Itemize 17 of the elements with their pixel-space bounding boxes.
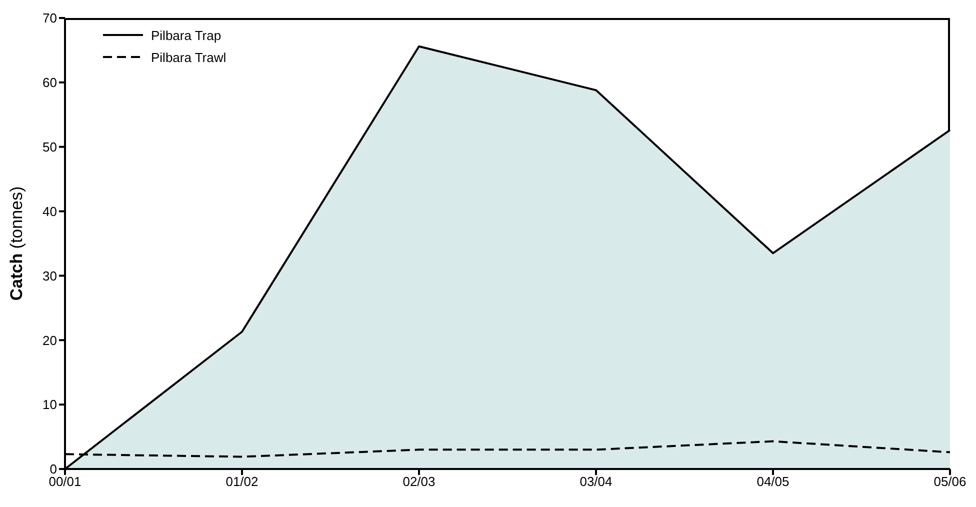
y-tick-label: 40 [42,204,57,219]
y-tick-label: 20 [42,332,57,348]
legend-label: Pilbara Trawl [151,50,226,64]
y-tick-label: 70 [42,10,57,26]
y-tick-label: 10 [42,397,57,412]
legend-label: Pilbara Trap [151,28,222,42]
x-tick-label: 03/04 [580,474,612,490]
x-tick-label: 02/03 [402,474,436,490]
x-tick-label: 05/06 [934,474,966,490]
x-tick-label: 01/02 [226,474,258,490]
x-tick-label: 04/05 [756,474,790,490]
y-tick-label: 60 [42,75,57,90]
y-tick-label: 50 [42,139,57,154]
x-tick-label: 00/01 [48,474,82,490]
y-tick-label: 30 [42,268,57,284]
y-tick-label: 0 [50,462,57,477]
y-axis-title: Catch (tonnes) [7,186,26,301]
